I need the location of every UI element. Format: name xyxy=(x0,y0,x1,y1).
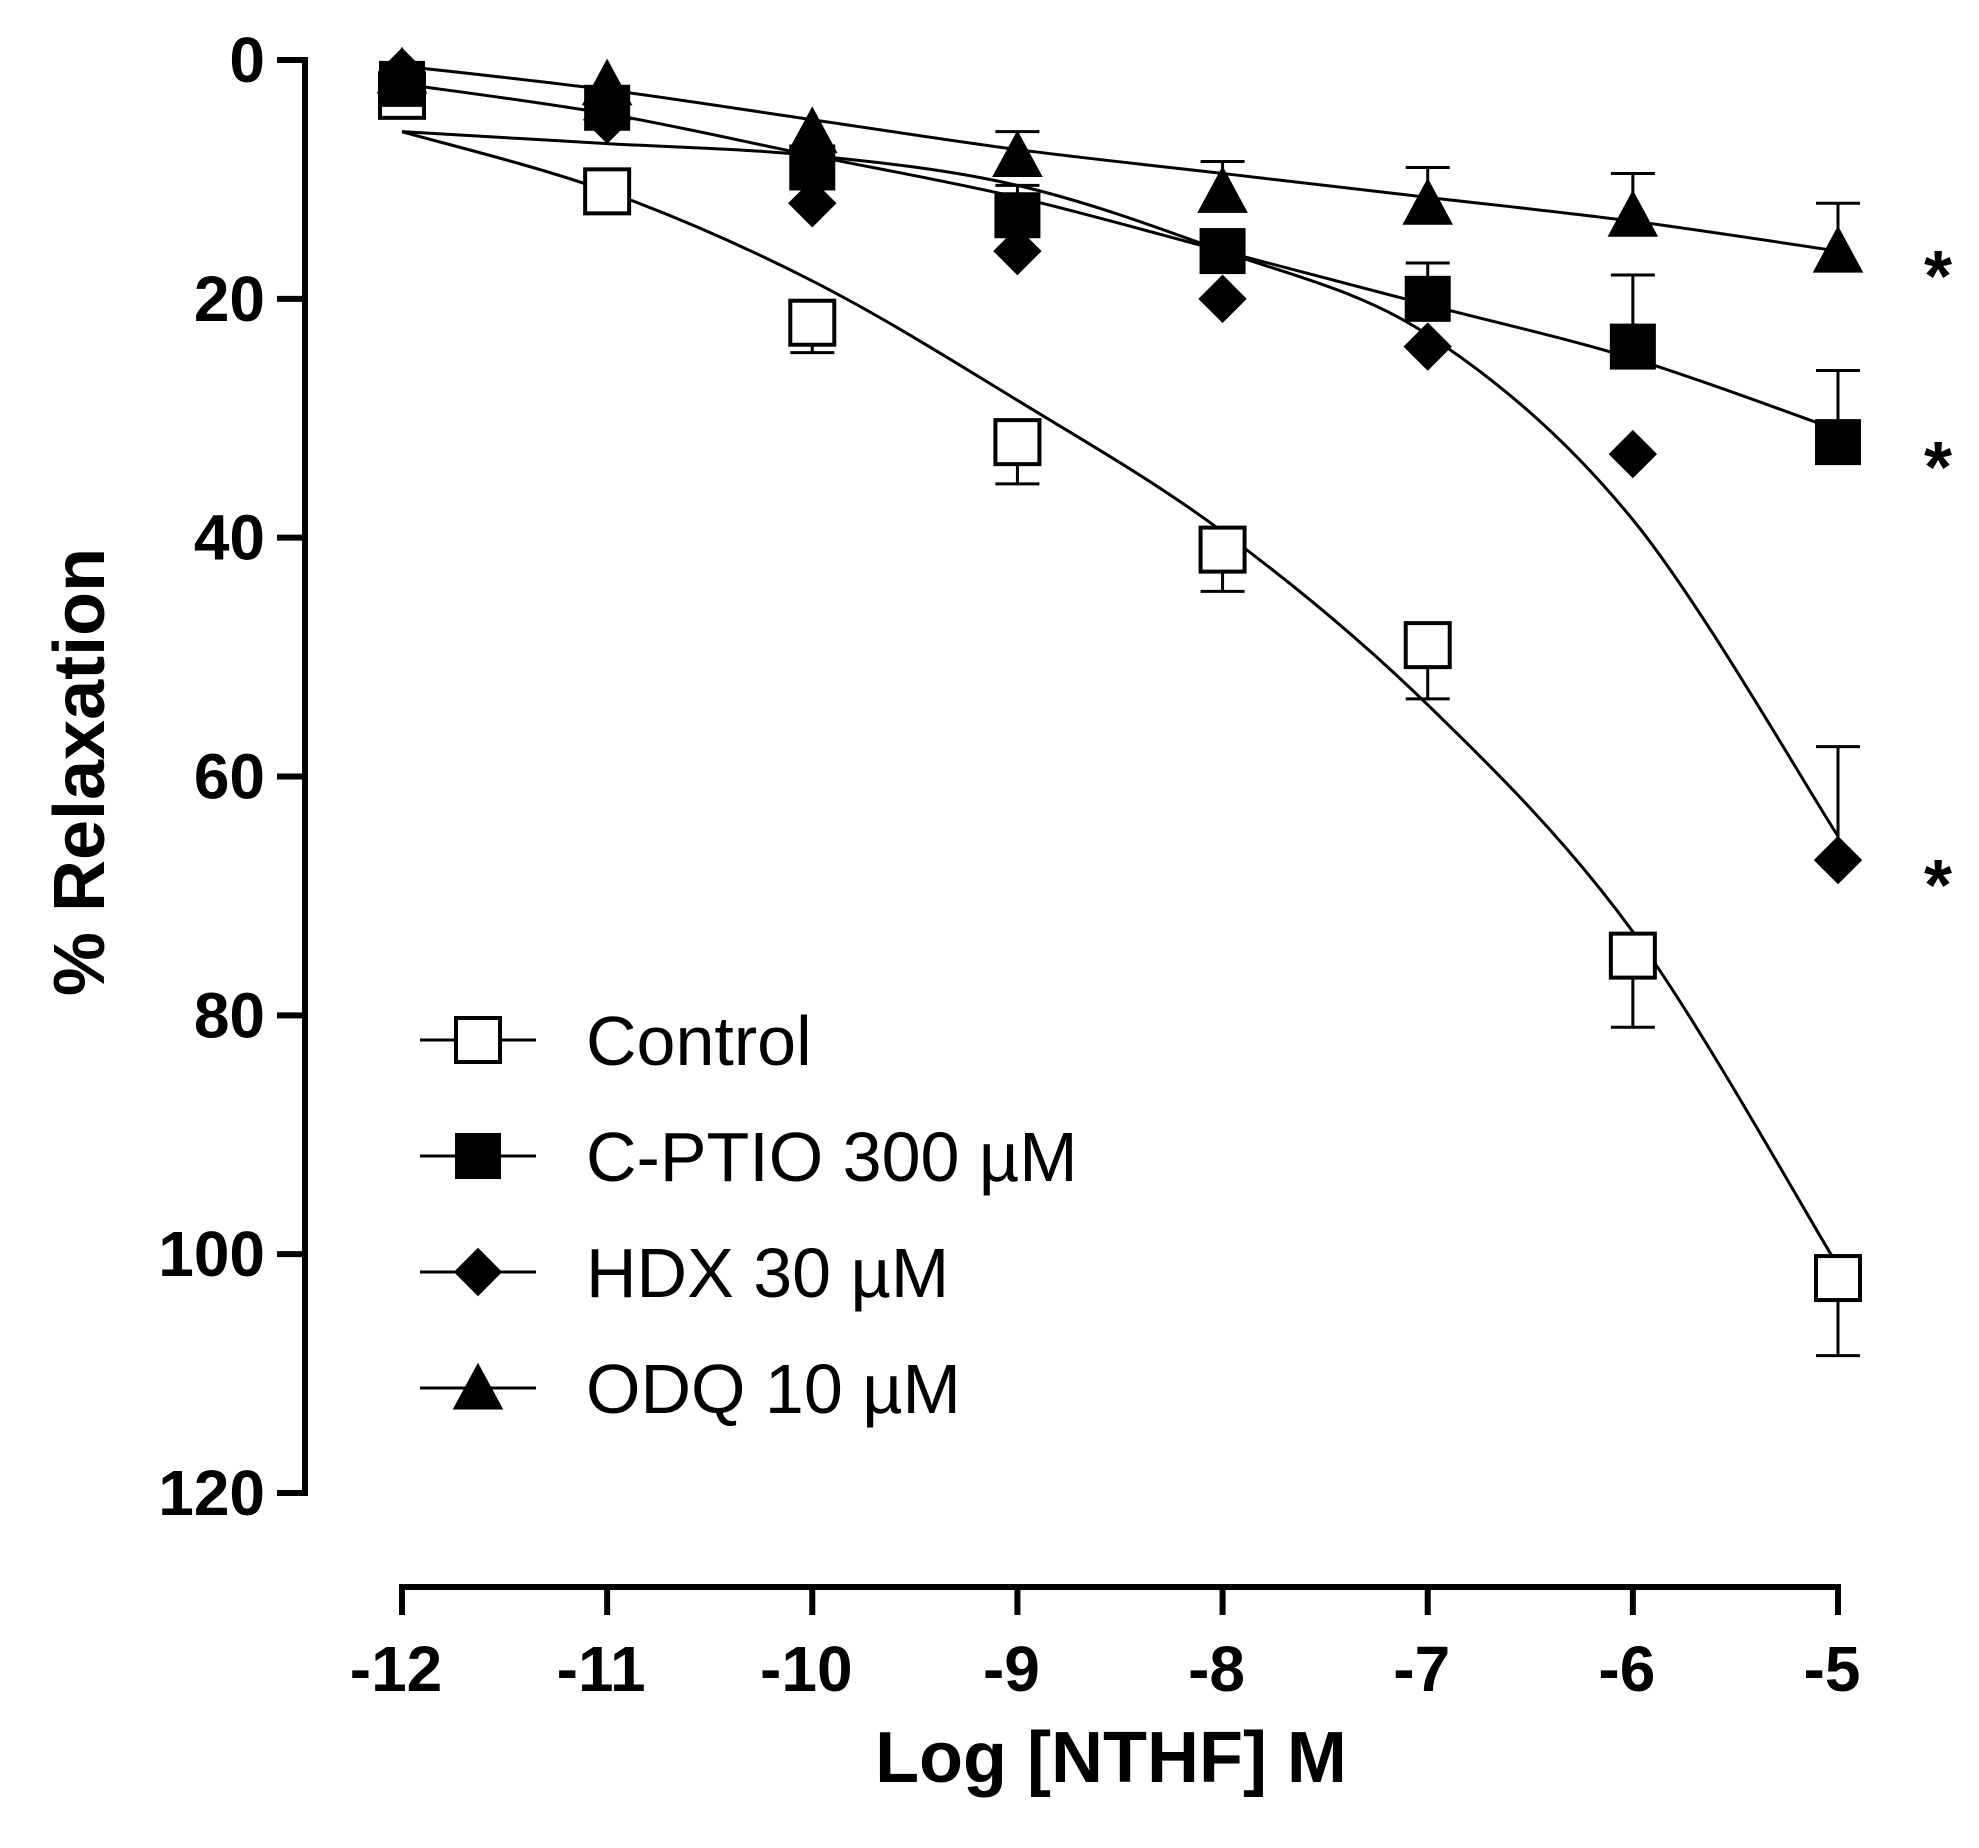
x-tick-label--6: -6 xyxy=(1598,1633,1655,1705)
legend-item-odq-10-m: ODQ 10 µM xyxy=(420,1350,961,1428)
marker-c-ptio-300-m-7 xyxy=(1815,419,1861,466)
y-tick-label-0: 0 xyxy=(229,24,265,96)
legend-label-c-ptio-300-m: C-PTIO 300 µM xyxy=(586,1118,1078,1196)
marker-odq-10-m-7 xyxy=(1812,225,1864,273)
fit-lines xyxy=(401,64,1840,1267)
marker-hdx-30-m-3 xyxy=(993,226,1042,276)
legend-item-c-ptio-300-m: C-PTIO 300 µM xyxy=(420,1118,1078,1196)
legend-item-hdx-30-m: HDX 30 µM xyxy=(420,1234,949,1312)
marker-odq-10-m-6 xyxy=(1607,189,1659,237)
marker-odq-10-m-4 xyxy=(1197,166,1248,213)
x-axis-title: Log [NTHF] M xyxy=(875,1718,1347,1798)
marker-control-4 xyxy=(1198,525,1247,574)
marker-hdx-30-m-7 xyxy=(1813,835,1863,885)
marker-hdx-30-m-5 xyxy=(1403,322,1452,371)
y-tick-label-60: 60 xyxy=(194,741,265,813)
marker-c-ptio-300-m-4 xyxy=(1199,228,1246,275)
x-tick-label--7: -7 xyxy=(1393,1633,1450,1705)
x-tick-label--10: -10 xyxy=(760,1633,853,1705)
marker-odq-10-m-1 xyxy=(581,58,633,106)
fit-line-odq-10-m xyxy=(401,64,1839,253)
legend-label-control: Control xyxy=(586,1002,812,1080)
marker-control-3 xyxy=(993,418,1042,467)
axes: 0 20 40 60 80 100 120 -12 -11 -10 -9 -8 -7 -6 -5 xyxy=(158,24,1860,1705)
x-tick-label--9: -9 xyxy=(983,1633,1040,1705)
fit-line-control xyxy=(401,130,1840,1267)
significance-asterisk-hdx-30-m: * xyxy=(1924,846,1952,926)
y-tick-label-40: 40 xyxy=(194,502,265,574)
fit-line-hdx-30-m xyxy=(401,130,1840,838)
legend-marker-hdx-30-m xyxy=(453,1247,503,1297)
y-tick-label-100: 100 xyxy=(158,1218,265,1290)
significance-annotations: * * * xyxy=(1924,237,1952,926)
legend-marker-c-ptio-300-m xyxy=(455,1133,501,1179)
x-tick-label--12: -12 xyxy=(350,1633,443,1705)
x-tick-label--8: -8 xyxy=(1188,1633,1245,1705)
marker-c-ptio-300-m-5 xyxy=(1404,275,1451,322)
marker-control-6 xyxy=(1608,931,1657,980)
marker-odq-10-m-0 xyxy=(376,46,428,94)
legend-marker-odq-10-m xyxy=(452,1362,504,1410)
marker-c-ptio-300-m-6 xyxy=(1609,323,1656,370)
fit-line-c-ptio-300-m xyxy=(401,82,1839,432)
legend-item-control: Control xyxy=(420,1002,812,1080)
y-tick-label-120: 120 xyxy=(158,1457,265,1529)
significance-asterisk-odq-10-m: * xyxy=(1924,237,1952,317)
y-axis-title: % Relaxation xyxy=(40,548,120,996)
marker-hdx-30-m-2 xyxy=(788,179,837,228)
legend: Control C-PTIO 300 µM HDX 30 µM ODQ 10 µM xyxy=(420,1002,1078,1428)
marker-hdx-30-m-6 xyxy=(1608,429,1658,479)
legend-marker-control xyxy=(454,1016,502,1064)
legend-label-odq-10-m: ODQ 10 µM xyxy=(586,1350,961,1428)
marker-odq-10-m-5 xyxy=(1402,178,1454,225)
y-tick-label-20: 20 xyxy=(194,263,265,335)
marker-hdx-30-m-4 xyxy=(1198,274,1247,324)
marker-odq-10-m-2 xyxy=(786,106,838,154)
marker-control-2 xyxy=(788,298,837,347)
significance-asterisk-c-ptio-300-m: * xyxy=(1924,428,1952,508)
marker-control-5 xyxy=(1403,621,1452,670)
x-tick-label--11: -11 xyxy=(557,1633,646,1705)
y-tick-label-80: 80 xyxy=(194,979,265,1051)
marker-hdx-30-m-1 xyxy=(582,95,632,144)
data-markers xyxy=(376,46,1864,1303)
legend-label-hdx-30-m: HDX 30 µM xyxy=(586,1234,949,1312)
x-tick-label--5: -5 xyxy=(1804,1633,1861,1705)
marker-control-1 xyxy=(583,167,632,216)
marker-control-7 xyxy=(1814,1254,1862,1303)
marker-odq-10-m-3 xyxy=(992,130,1043,178)
